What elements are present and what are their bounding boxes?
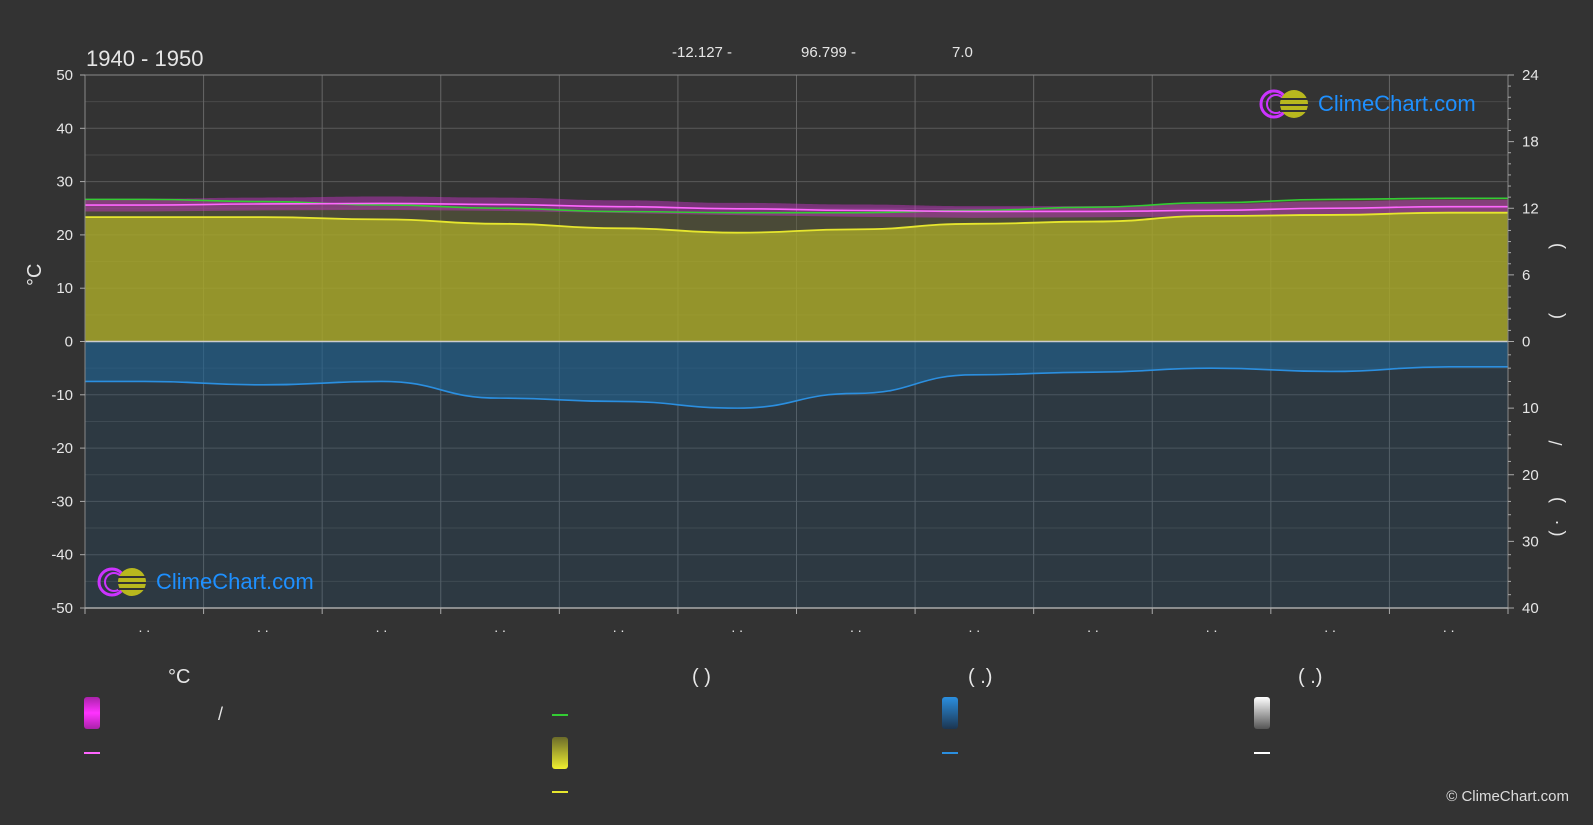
brand-logo-top[interactable]: ClimeChart.com (1258, 88, 1476, 120)
right-axis-title-mark: ) (1546, 243, 1566, 249)
left-axis-tick-label: -20 (51, 440, 73, 457)
legend-rain-line (942, 752, 958, 754)
temperature-range-band (85, 196, 1508, 218)
legend-rain-swatch (942, 697, 958, 729)
legend-sun-header: ( ) (692, 666, 711, 688)
left-axis-tick-label: -50 (51, 600, 73, 617)
legend-temp-range-separator: / (218, 704, 224, 724)
x-axis-tick-label: . . (850, 619, 862, 635)
right-axis-tick-label: 12 (1522, 200, 1539, 217)
x-axis-tick-label: . . (1206, 619, 1218, 635)
right-axis-tick-label: 40 (1522, 600, 1539, 617)
x-axis-tick-label: . . (731, 619, 743, 635)
x-axis-tick-label: . . (376, 619, 388, 635)
brand-logo-bottom[interactable]: ClimeChart.com (96, 566, 314, 598)
x-axis-tick-label: . . (1087, 619, 1099, 635)
copyright: © ClimeChart.com (1446, 788, 1569, 805)
right-axis-title-mark: / (1546, 440, 1566, 445)
left-axis-tick-label: 20 (56, 227, 73, 244)
right-axis-title-mark: ( · (1546, 520, 1566, 537)
sunshine-area (85, 212, 1508, 342)
legend-sunshine-line (552, 791, 568, 793)
x-axis-tick-label: . . (969, 619, 981, 635)
right-axis-tick-label: 18 (1522, 134, 1539, 151)
logo-text: ClimeChart.com (156, 569, 314, 594)
legend-sunshine-swatch (552, 737, 568, 769)
x-axis-tick-label: . . (613, 619, 625, 635)
precipitation-shade (85, 341, 1508, 608)
x-axis-tick-label: . . (1324, 619, 1336, 635)
elevation-value: 7.0 (952, 44, 973, 61)
logo-text: ClimeChart.com (1318, 91, 1476, 116)
sunshine-line (84, 211, 1508, 234)
right-axis-tick-label: 6 (1522, 267, 1530, 284)
legend-rain-header: ( .) (968, 666, 993, 688)
left-axis-tick-label: -30 (51, 493, 73, 510)
x-axis-tick-label: . . (494, 619, 506, 635)
right-axis-title-mark: ( (1546, 313, 1566, 319)
legend-temp-range-swatch (84, 697, 100, 729)
logo-globe-icon (1259, 89, 1308, 119)
mean-temperature-line (85, 202, 1508, 213)
period-title: 1940 - 1950 (86, 46, 204, 71)
left-axis-tick-label: 0 (65, 334, 73, 351)
right-axis-tick-label: 20 (1522, 467, 1539, 484)
right-axis-tick-label: 24 (1522, 67, 1539, 84)
logo-globe-icon (97, 567, 146, 597)
right-axis-tick-label: 0 (1522, 334, 1530, 351)
legend-temperature-header: °C (168, 666, 191, 688)
x-axis-tick-label: . . (1443, 619, 1455, 635)
legend-temp-mean-line (84, 752, 100, 754)
right-axis-tick-label: 30 (1522, 533, 1539, 550)
left-axis-tick-label: -40 (51, 547, 73, 564)
precipitation-area (85, 341, 1508, 409)
longitude-value: 96.799 - (801, 44, 857, 61)
left-axis-tick-label: 30 (56, 174, 73, 191)
latitude-value: -12.127 - (672, 44, 733, 61)
x-axis-tick-label: . . (257, 619, 269, 635)
x-axis-tick-label: . . (138, 619, 150, 635)
daylight-line (85, 197, 1508, 214)
left-axis-unit: °C (24, 263, 46, 286)
left-axis-tick-label: 50 (56, 67, 73, 84)
precipitation-line (85, 366, 1508, 409)
left-axis-tick-label: 40 (56, 120, 73, 137)
legend-daylight-line (552, 714, 568, 716)
right-axis-tick-label: 10 (1522, 400, 1539, 417)
legend-snow-swatch (1254, 697, 1270, 729)
left-axis-tick-label: 10 (56, 280, 73, 297)
legend-snow-header: ( .) (1298, 666, 1323, 688)
left-axis-tick-label: -10 (51, 387, 73, 404)
legend-snow-line (1254, 752, 1270, 754)
right-axis-title-mark: ) (1546, 497, 1566, 503)
